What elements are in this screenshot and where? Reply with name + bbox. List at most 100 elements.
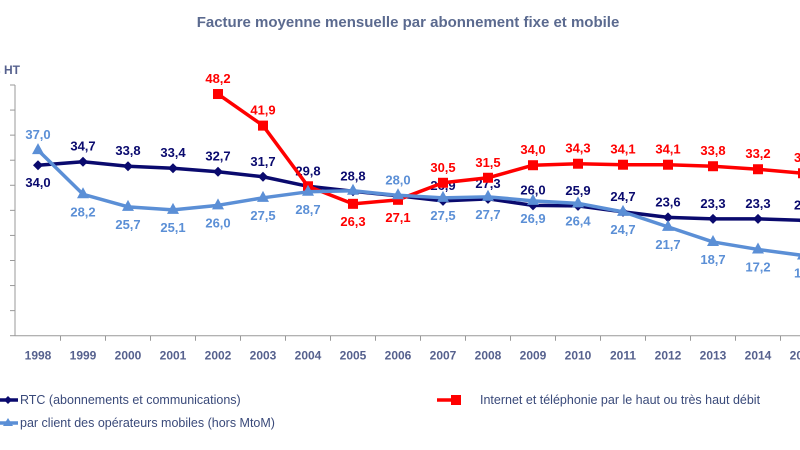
data-point-square	[258, 120, 268, 131]
data-point-diamond	[258, 171, 268, 182]
legend-marker-diamond	[4, 396, 12, 404]
data-label: 33,8	[700, 143, 725, 158]
data-label: 33,4	[160, 145, 186, 160]
x-tick-label: 2000	[115, 349, 142, 363]
data-point-triangle	[77, 187, 89, 199]
data-point-diamond	[78, 156, 88, 167]
data-label: 32,	[794, 150, 800, 165]
data-label: 26,9	[520, 211, 545, 226]
x-tick-label: 2005	[340, 349, 367, 363]
data-label: 31,5	[475, 155, 500, 170]
data-point-triangle	[707, 234, 719, 246]
x-tick-label: 2012	[655, 349, 682, 363]
legend-item-0: RTC (abonnements et communications)	[0, 393, 241, 407]
x-tick-label: 2007	[430, 349, 457, 363]
data-label: 23,3	[745, 196, 770, 211]
data-point-triangle	[257, 190, 269, 202]
legend: RTC (abonnements et communications) Inter…	[0, 393, 761, 430]
data-label: 28,0	[385, 172, 410, 187]
data-label: 33,2	[745, 146, 770, 161]
data-label: 27,7	[475, 207, 500, 222]
legend-marker-triangle	[3, 418, 13, 426]
data-label: 25,7	[115, 217, 140, 232]
data-label: 25,9	[565, 183, 590, 198]
data-label: 28,8	[340, 168, 365, 183]
legend-item-2: par client des opérateurs mobiles (hors …	[0, 416, 275, 430]
x-tick-label: 2008	[475, 349, 502, 363]
data-label: 28,7	[295, 202, 320, 217]
data-point-square	[393, 194, 403, 205]
legend-label: RTC (abonnements et communications)	[20, 393, 241, 407]
data-label: 24,7	[610, 189, 635, 204]
data-label: 30,5	[430, 160, 455, 175]
x-tick-label: 2011	[610, 349, 636, 363]
data-point-triangle	[572, 196, 584, 208]
data-label: 34,1	[655, 142, 680, 157]
data-label: 23,6	[655, 194, 680, 209]
data-label: 26,3	[340, 214, 365, 229]
data-point-square	[798, 168, 800, 179]
legend-label: par client des opérateurs mobiles (hors …	[20, 416, 275, 430]
x-tick-label: 2014	[745, 349, 772, 363]
data-point-triangle	[617, 204, 629, 216]
data-label: 32,7	[205, 149, 230, 164]
data-point-square	[348, 198, 358, 209]
data-point-triangle	[437, 190, 449, 202]
data-point-triangle	[482, 189, 494, 201]
x-tick-label: 2001	[160, 349, 187, 363]
x-tick-label: 2006	[385, 349, 412, 363]
data-label: 34,3	[565, 141, 590, 156]
data-label: 23,3	[700, 196, 725, 211]
data-point-triangle	[527, 193, 539, 205]
series-line	[37, 159, 800, 223]
data-label: 29,8	[295, 163, 320, 178]
data-label: 16,	[794, 265, 800, 280]
x-tick-label: 2002	[205, 349, 232, 363]
data-point-square	[618, 159, 628, 170]
data-label: 21,7	[655, 237, 680, 252]
x-tick-label: 2004	[295, 349, 322, 363]
data-point-square	[708, 161, 718, 172]
data-label: 33,8	[115, 143, 140, 158]
data-point-triangle	[302, 184, 314, 196]
data-point-diamond	[123, 161, 133, 172]
legend-item-1: Internet et téléphonie par le haut ou tr…	[437, 393, 761, 407]
data-point-triangle	[212, 198, 224, 210]
data-point-diamond	[708, 213, 718, 224]
data-label: 34,0	[25, 175, 50, 190]
data-label: 23,	[794, 197, 800, 212]
x-tick-label: 2013	[700, 349, 727, 363]
data-point-diamond	[753, 213, 763, 224]
data-point-square	[573, 158, 583, 169]
data-point-triangle	[662, 219, 674, 231]
data-label: 26,0	[520, 182, 545, 197]
series-2: 37,0 28,2 25,7 25,1 26,0 27,5 28,7 28,0 27,5 27,7…	[25, 127, 800, 280]
data-label: 27,5	[430, 208, 455, 223]
data-point-triangle	[167, 202, 179, 214]
data-label: 27,1	[385, 210, 410, 225]
x-tick-label: 2010	[565, 349, 592, 363]
legend-marker-square	[451, 395, 461, 405]
series-line	[216, 92, 800, 206]
data-label: 17,2	[745, 259, 770, 274]
x-tick-label: 2003	[250, 349, 277, 363]
data-point-triangle	[122, 199, 134, 211]
data-label: 34,1	[610, 142, 635, 157]
x-tick-label: 2009	[520, 349, 547, 363]
axes: 1998 1999 2000 2001 2002 2003 2004 2005 2006 2007…	[10, 84, 800, 363]
data-label: 34,7	[70, 139, 95, 154]
data-point-triangle	[797, 253, 800, 260]
data-label: 34,0	[520, 142, 545, 157]
data-point-triangle	[32, 143, 44, 155]
legend-label: Internet et téléphonie par le haut ou tr…	[480, 393, 761, 407]
data-point-square	[528, 160, 538, 171]
series-layer: 34,034,733,833,432,731,729,828,826,927,3…	[25, 71, 800, 280]
data-label: 27,5	[250, 208, 275, 223]
series-line	[36, 148, 800, 257]
data-point-square	[483, 172, 493, 183]
series-0: 34,034,733,833,432,731,729,828,826,927,3…	[25, 139, 800, 224]
data-label: 41,9	[250, 103, 275, 118]
data-point-diamond	[168, 163, 178, 174]
chart-title: Facture moyenne mensuelle par abonnement…	[197, 14, 620, 31]
